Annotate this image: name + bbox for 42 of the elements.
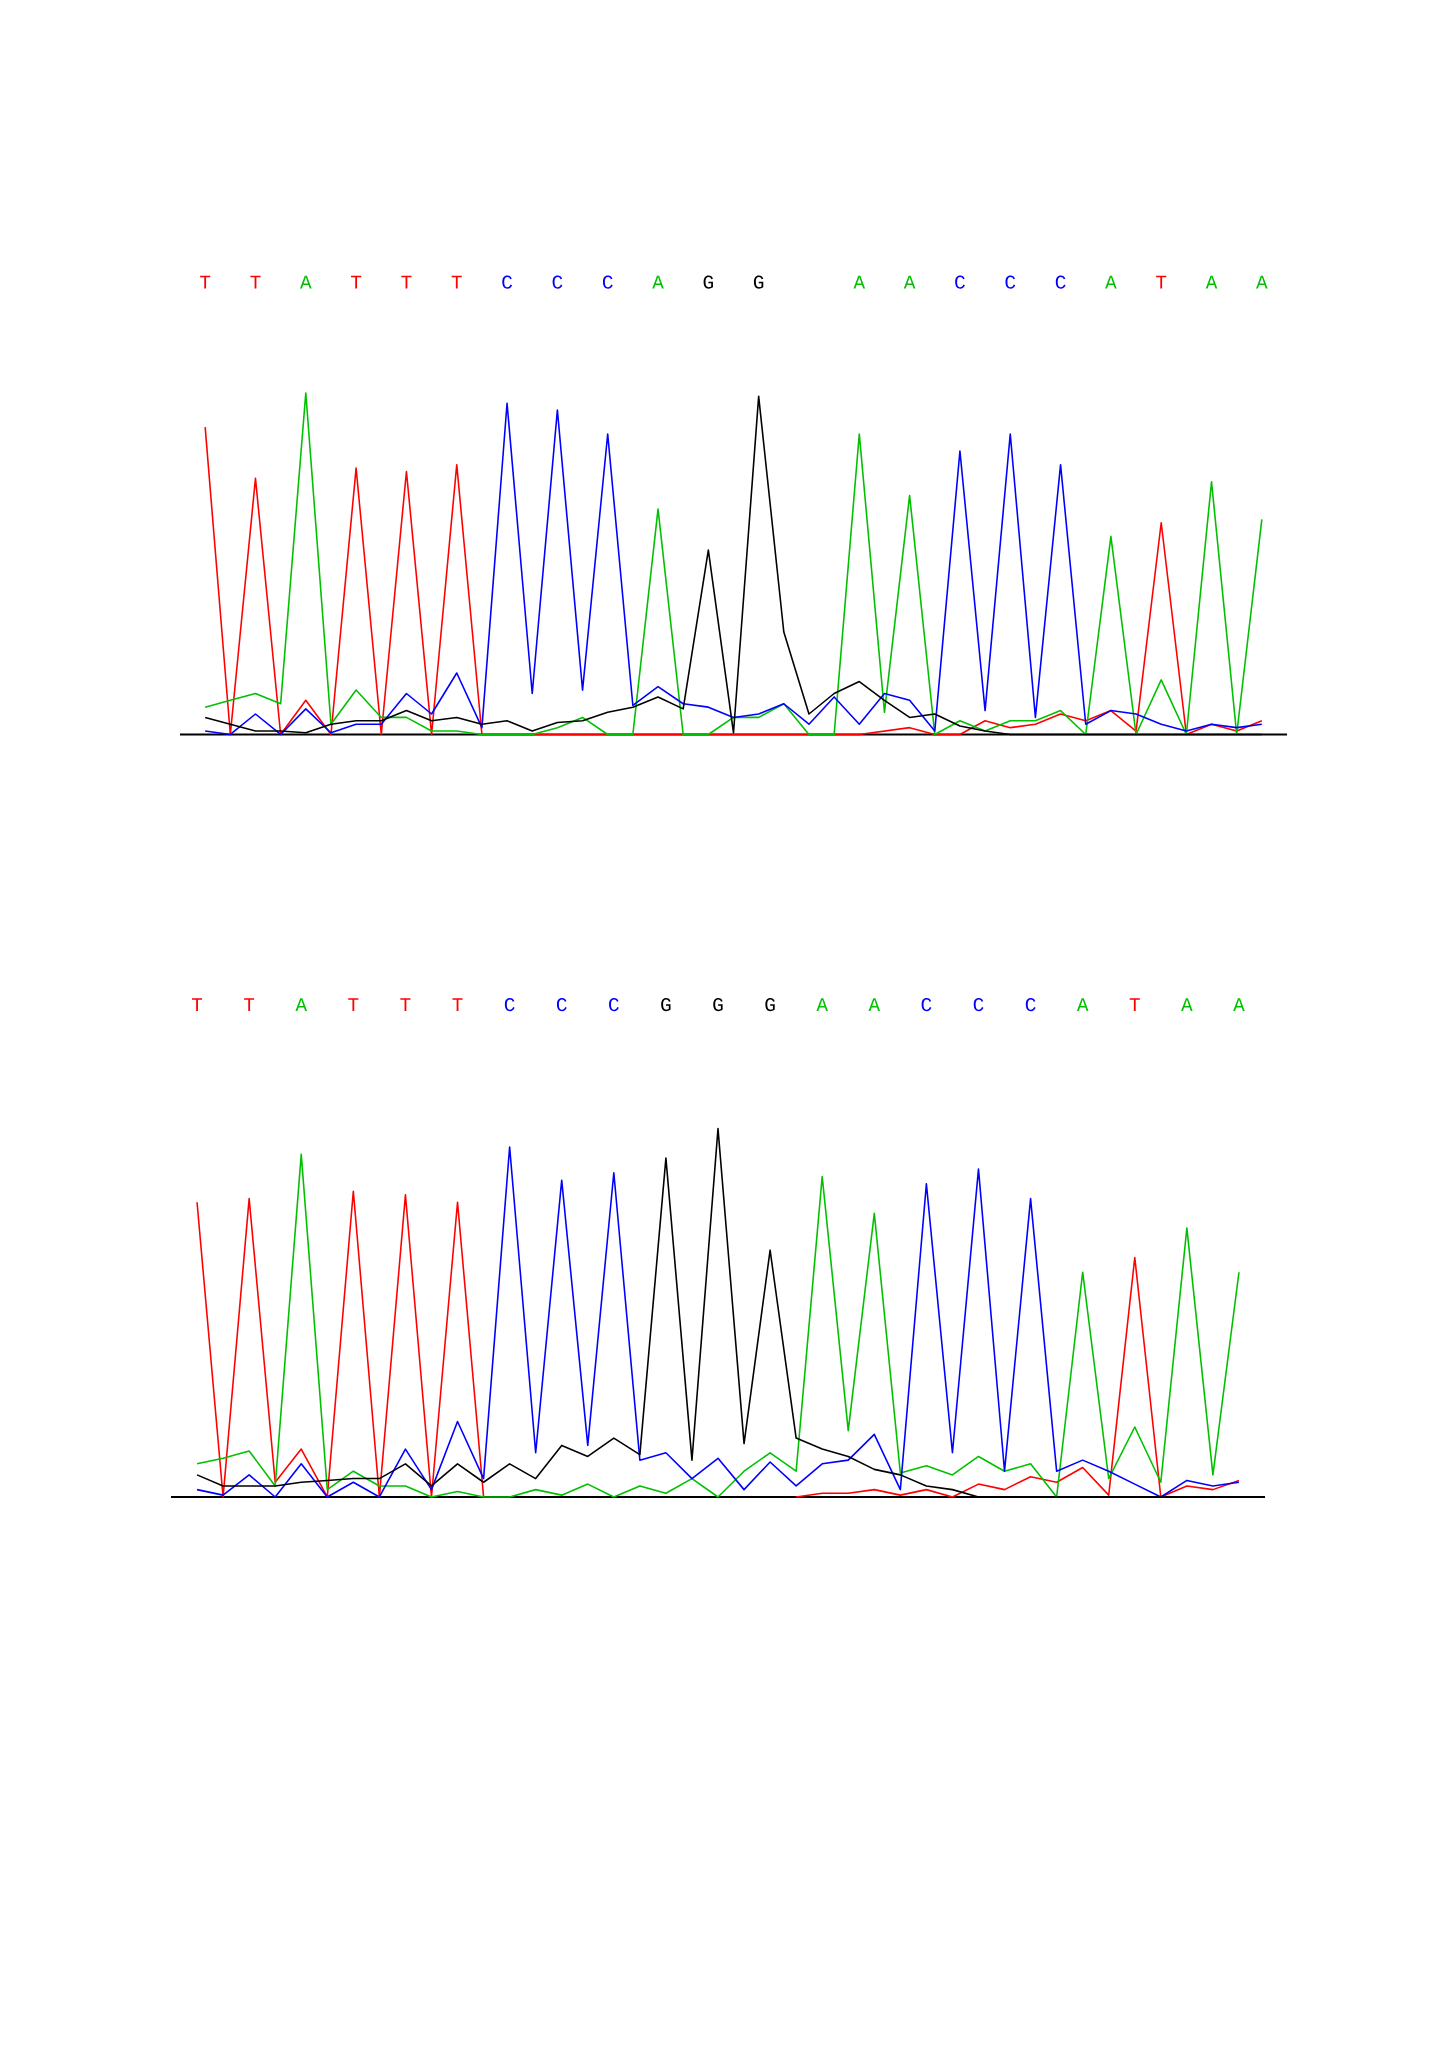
x-tick-label: G [703, 275, 713, 289]
x-tick-label: T [1156, 275, 1167, 289]
x-tick-label: A [1205, 275, 1218, 289]
x-tick-label: A [652, 275, 664, 289]
x-tick-label: T [401, 275, 412, 289]
x-tick-label: G [753, 275, 764, 289]
x-tick-label: C [921, 998, 932, 1012]
x-tick-label: T [351, 275, 362, 289]
x-tick-label: C [1025, 998, 1036, 1012]
x-tick-label: G [713, 998, 723, 1012]
x-tick-label: T [1129, 998, 1140, 1011]
x-tick-label: G [661, 998, 671, 1012]
x-tick-label: T [250, 275, 261, 289]
x-tick-label: C [973, 998, 984, 1012]
x-tick-label: C [602, 275, 613, 289]
x-tick-label: T [191, 998, 203, 1011]
x-tick-label: A [816, 998, 828, 1011]
x-tick-label: C [1005, 275, 1016, 289]
x-tick-label: T [200, 275, 211, 289]
x-tick-label: A [868, 998, 881, 1011]
x-tick-label: A [295, 998, 308, 1011]
x-tick-label: C [955, 275, 965, 289]
x-tick-label: C [502, 275, 513, 289]
x-tick-label: A [1076, 998, 1089, 1011]
x-tick-label: A [853, 275, 866, 289]
x-tick-label: A [1105, 275, 1117, 289]
x-tick-label: T [451, 275, 462, 289]
x-tick-label: T [400, 998, 411, 1011]
x-tick-label: A [300, 275, 312, 289]
x-tick-label: C [556, 998, 567, 1012]
x-tick-label: C [504, 998, 515, 1012]
x-tick-label: A [1233, 998, 1245, 1011]
x-tick-label: A [903, 275, 916, 289]
x-tick-label: T [348, 998, 359, 1011]
x-tick-label: C [552, 275, 563, 289]
x-tick-label: T [452, 998, 463, 1011]
x-tick-label: A [1181, 998, 1193, 1011]
x-tick-label: C [609, 998, 619, 1012]
x-tick-label: T [244, 998, 255, 1011]
x-tick-label: C [1055, 275, 1066, 289]
x-tick-label: G [765, 998, 775, 1012]
x-tick-label: A [1256, 275, 1268, 289]
